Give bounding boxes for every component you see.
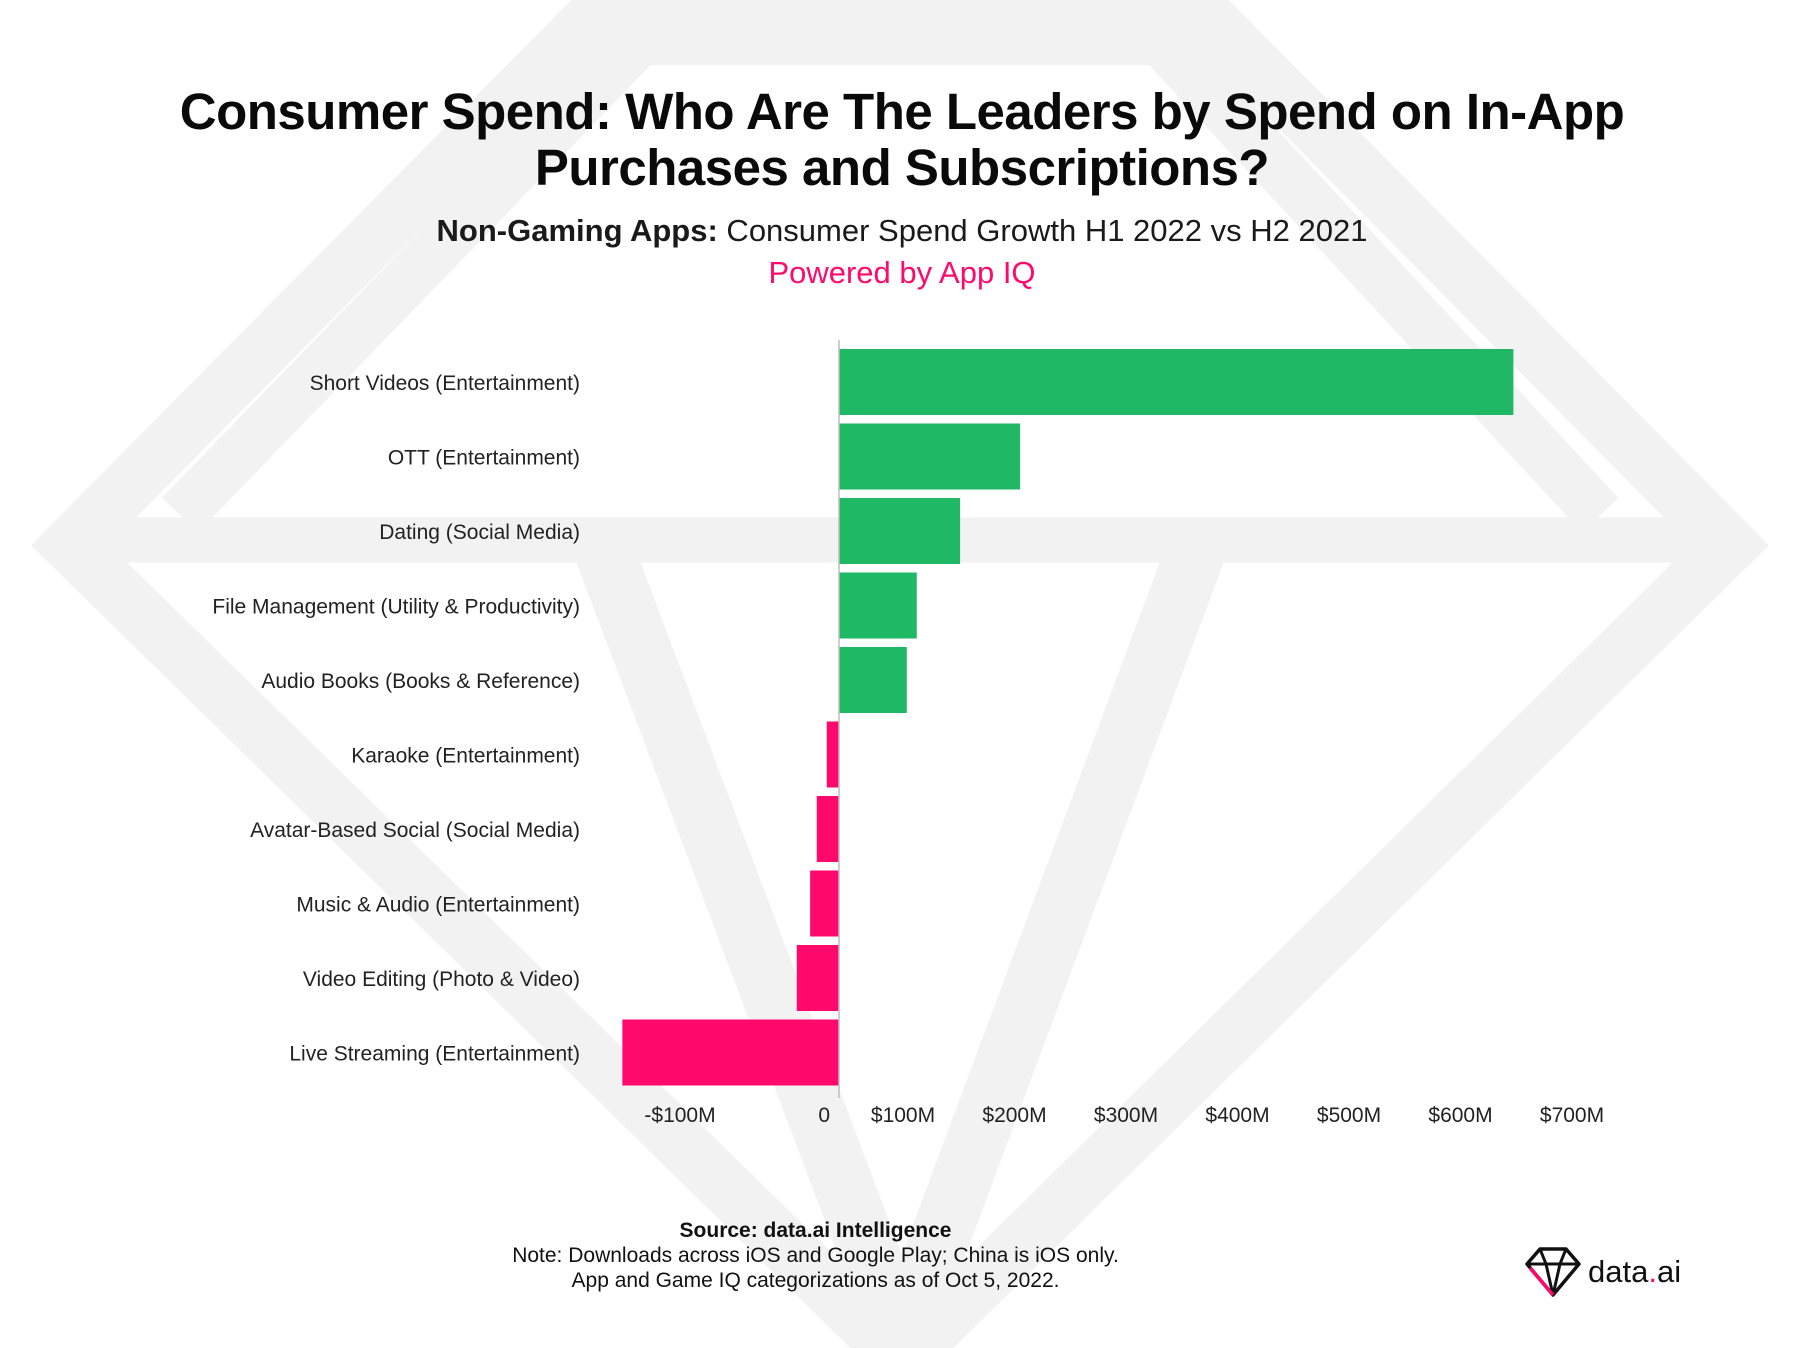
bar-9 [622,1019,839,1086]
tick-labels-group: -$100M 0 $100M $200M $300M $400M $500M $600M $70… [644,1104,1604,1127]
title-line-2: Purchases and Subscriptions? [534,139,1270,196]
footer-source: Source: data.ai Intelligence [679,1219,952,1242]
category-label-1: OTT (Entertainment) [388,447,580,470]
logo-text: data.ai [1588,1254,1681,1290]
logo-text-main: data [1588,1254,1649,1289]
bar-8 [796,945,839,1011]
chart-subtitle: Non-Gaming Apps: Consumer Spend Growth H… [0,212,1804,250]
title-line-1: Consumer Spend: Who Are The Leaders by S… [179,83,1625,140]
bar-6 [816,796,839,862]
bars-group [622,349,1514,1086]
logo-text-dot: . [1648,1254,1657,1289]
bar-2 [839,498,961,564]
data-ai-logo[interactable]: data.ai [1524,1242,1681,1302]
footer-note: Note: Downloads across iOS and Google Pl… [512,1244,1119,1267]
bar-4 [839,647,907,713]
tick-label-1: 0 [818,1104,830,1127]
category-label-9: Live Streaming (Entertainment) [289,1043,580,1066]
logo-text-end: ai [1656,1254,1682,1289]
category-label-6: Avatar-Based Social (Social Media) [250,819,580,842]
tick-label-5: $400M [1205,1104,1269,1127]
powered-by-text: Powered by App IQ [768,255,1036,290]
tick-label-4: $300M [1094,1104,1158,1127]
category-labels-group: Short Videos (Entertainment) OTT (Enterta… [212,372,580,1066]
bar-1 [839,423,1021,490]
tick-label-6: $500M [1317,1104,1381,1127]
category-label-7: Music & Audio (Entertainment) [296,894,580,917]
footer-categorization: App and Game IQ categorizations as of Oc… [571,1269,1060,1292]
category-label-8: Video Editing (Photo & Video) [303,968,580,991]
tick-label-2: $100M [871,1104,935,1127]
category-label-2: Dating (Social Media) [379,521,580,544]
category-label-0: Short Videos (Entertainment) [310,372,580,395]
footer-notes: Source: data.ai Intelligence Note: Downl… [0,1218,1631,1293]
bar-0 [839,349,1514,415]
tick-label-8: $700M [1540,1104,1604,1127]
tick-label-0: -$100M [644,1104,715,1127]
diamond-logo-icon [1525,1247,1581,1297]
powered-by: Powered by App IQ [0,254,1804,292]
bar-7 [810,870,839,937]
category-label-4: Audio Books (Books & Reference) [261,670,580,693]
subtitle-bold: Non-Gaming Apps: [436,213,718,248]
tick-label-3: $200M [982,1104,1046,1127]
tick-label-7: $600M [1428,1104,1492,1127]
category-label-5: Karaoke (Entertainment) [351,745,580,768]
bar-5 [826,721,839,788]
page-title: Consumer Spend: Who Are The Leaders by S… [0,84,1804,196]
subtitle-rest: Consumer Spend Growth H1 2022 vs H2 2021 [717,213,1368,248]
category-label-3: File Management (Utility & Productivity) [212,596,580,619]
bar-3 [839,572,917,639]
